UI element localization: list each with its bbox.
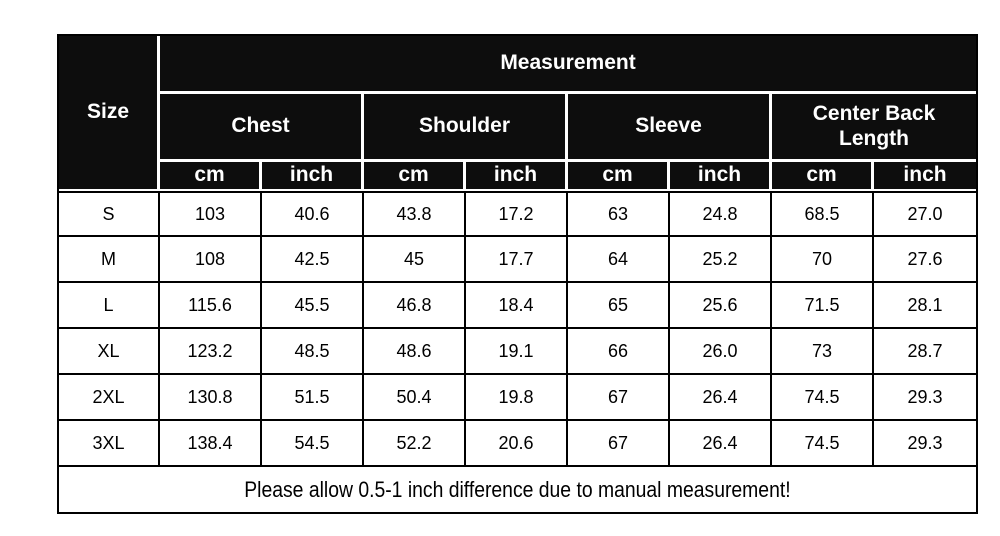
- value-cell: 27.6: [874, 237, 977, 283]
- value-cell: 42.5: [262, 237, 364, 283]
- group-header-chest: Chest: [160, 94, 364, 162]
- value-cell: 17.7: [466, 237, 568, 283]
- unit-header-shoulder-inch: inch: [466, 162, 568, 191]
- value-cell: 26.4: [670, 421, 772, 467]
- value-cell: 52.2: [364, 421, 466, 467]
- value-cell: 28.7: [874, 329, 977, 375]
- value-cell: 29.3: [874, 421, 977, 467]
- value-cell: 19.8: [466, 375, 568, 421]
- value-cell: 27.0: [874, 191, 977, 237]
- unit-header-chest-cm: cm: [160, 162, 262, 191]
- value-cell: 46.8: [364, 283, 466, 329]
- value-cell: 24.8: [670, 191, 772, 237]
- group-header-center-back-length: Center Back Length: [772, 94, 977, 162]
- value-cell: 25.2: [670, 237, 772, 283]
- footnote-row: Please allow 0.5-1 inch difference due t…: [59, 467, 977, 512]
- footnote-cell: Please allow 0.5-1 inch difference due t…: [59, 467, 977, 512]
- unit-header-cbl-cm: cm: [772, 162, 874, 191]
- value-cell: 48.6: [364, 329, 466, 375]
- table-row-2xl: 2XL 130.8 51.5 50.4 19.8 67 26.4 74.5 29…: [59, 375, 977, 421]
- value-cell: 25.6: [670, 283, 772, 329]
- group-header-sleeve: Sleeve: [568, 94, 772, 162]
- value-cell: 54.5: [262, 421, 364, 467]
- size-cell: 3XL: [59, 421, 160, 467]
- measurement-header: Measurement: [160, 36, 977, 94]
- size-cell: L: [59, 283, 160, 329]
- table-row-l: L 115.6 45.5 46.8 18.4 65 25.6 71.5 28.1: [59, 283, 977, 329]
- value-cell: 26.0: [670, 329, 772, 375]
- value-cell: 19.1: [466, 329, 568, 375]
- unit-header-cbl-inch: inch: [874, 162, 977, 191]
- value-cell: 103: [160, 191, 262, 237]
- size-chart-table: Size Measurement Chest Shoulder Sleeve C…: [57, 34, 979, 514]
- unit-header-sleeve-inch: inch: [670, 162, 772, 191]
- value-cell: 108: [160, 237, 262, 283]
- value-cell: 73: [772, 329, 874, 375]
- value-cell: 17.2: [466, 191, 568, 237]
- value-cell: 115.6: [160, 283, 262, 329]
- size-chart: Size Measurement Chest Shoulder Sleeve C…: [57, 34, 979, 514]
- value-cell: 26.4: [670, 375, 772, 421]
- value-cell: 45.5: [262, 283, 364, 329]
- value-cell: 74.5: [772, 421, 874, 467]
- value-cell: 123.2: [160, 329, 262, 375]
- unit-header-chest-inch: inch: [262, 162, 364, 191]
- group-header-shoulder: Shoulder: [364, 94, 568, 162]
- value-cell: 66: [568, 329, 670, 375]
- value-cell: 50.4: [364, 375, 466, 421]
- size-cell: 2XL: [59, 375, 160, 421]
- size-column-header: Size: [59, 36, 160, 191]
- table-row-xl: XL 123.2 48.5 48.6 19.1 66 26.0 73 28.7: [59, 329, 977, 375]
- value-cell: 43.8: [364, 191, 466, 237]
- size-cell: XL: [59, 329, 160, 375]
- unit-header-shoulder-cm: cm: [364, 162, 466, 191]
- value-cell: 48.5: [262, 329, 364, 375]
- footnote-text: Please allow 0.5-1 inch difference due t…: [244, 476, 791, 502]
- value-cell: 67: [568, 421, 670, 467]
- value-cell: 68.5: [772, 191, 874, 237]
- value-cell: 51.5: [262, 375, 364, 421]
- value-cell: 18.4: [466, 283, 568, 329]
- value-cell: 74.5: [772, 375, 874, 421]
- value-cell: 28.1: [874, 283, 977, 329]
- value-cell: 63: [568, 191, 670, 237]
- value-cell: 71.5: [772, 283, 874, 329]
- table-row-m: M 108 42.5 45 17.7 64 25.2 70 27.6: [59, 237, 977, 283]
- size-cell: M: [59, 237, 160, 283]
- value-cell: 64: [568, 237, 670, 283]
- value-cell: 130.8: [160, 375, 262, 421]
- value-cell: 40.6: [262, 191, 364, 237]
- value-cell: 29.3: [874, 375, 977, 421]
- table-row-s: S 103 40.6 43.8 17.2 63 24.8 68.5 27.0: [59, 191, 977, 237]
- value-cell: 20.6: [466, 421, 568, 467]
- value-cell: 65: [568, 283, 670, 329]
- unit-header-sleeve-cm: cm: [568, 162, 670, 191]
- value-cell: 70: [772, 237, 874, 283]
- table-row-3xl: 3XL 138.4 54.5 52.2 20.6 67 26.4 74.5 29…: [59, 421, 977, 467]
- value-cell: 67: [568, 375, 670, 421]
- value-cell: 45: [364, 237, 466, 283]
- size-cell: S: [59, 191, 160, 237]
- value-cell: 138.4: [160, 421, 262, 467]
